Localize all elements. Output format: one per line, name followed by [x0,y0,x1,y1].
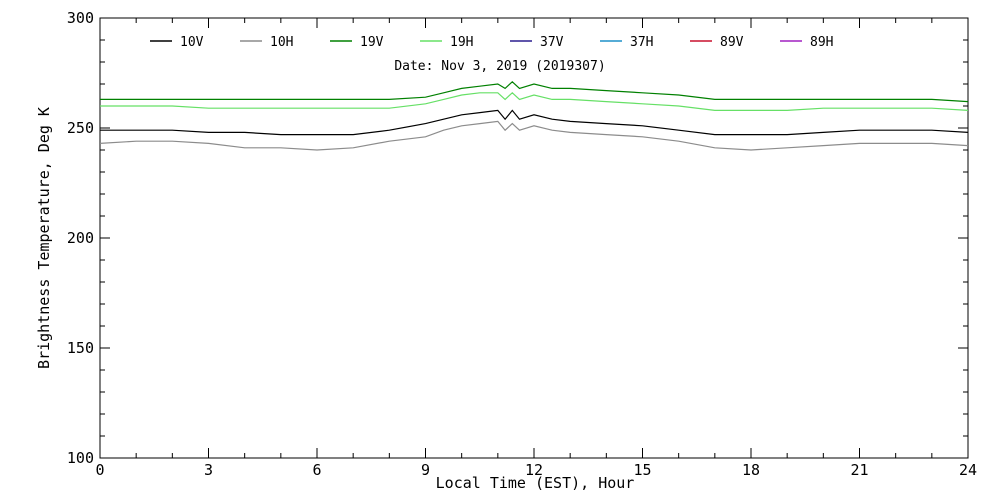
x-tick-label: 24 [959,461,977,479]
y-tick-label: 300 [67,9,94,27]
y-tick-label: 150 [67,339,94,357]
x-tick-label: 6 [312,461,321,479]
series-line-19v [100,80,969,103]
legend-label-37v: 37V [540,35,564,50]
x-tick-label: 3 [204,461,213,479]
y-axis-label: Brightness Temperature, Deg K [35,107,53,369]
x-tick-label: 21 [850,461,868,479]
series-line-10v [100,109,969,136]
legend-label-89v: 89V [720,35,744,50]
y-tick-label: 100 [67,449,94,467]
legend-label-10v: 10V [180,35,204,50]
series-lines [99,80,969,151]
legend-label-19v: 19V [360,35,384,50]
x-axis-label: Local Time (EST), Hour [436,474,635,492]
x-tick-label: 15 [633,461,651,479]
x-tick-label: 18 [742,461,760,479]
legend-label-19h: 19H [450,35,473,50]
legend-label-89h: 89H [810,35,833,50]
x-tick-label: 9 [421,461,430,479]
chart-title: Date: Nov 3, 2019 (2019307) [394,59,605,74]
legend-label-10h: 10H [270,35,293,50]
x-tick-label: 12 [525,461,543,479]
y-tick-label: 200 [67,229,94,247]
legend: 10V 10H 19V 19H 37V 37H 89V 89H [150,35,833,50]
tick-labels: 0 3 6 9 12 15 18 21 24 100 150 200 250 300 [67,9,977,479]
y-tick-label: 250 [67,119,94,137]
series-line-19h [100,91,969,112]
legend-label-37h: 37H [630,35,653,50]
series-line-10h [99,120,969,151]
x-tick-label: 0 [95,461,104,479]
